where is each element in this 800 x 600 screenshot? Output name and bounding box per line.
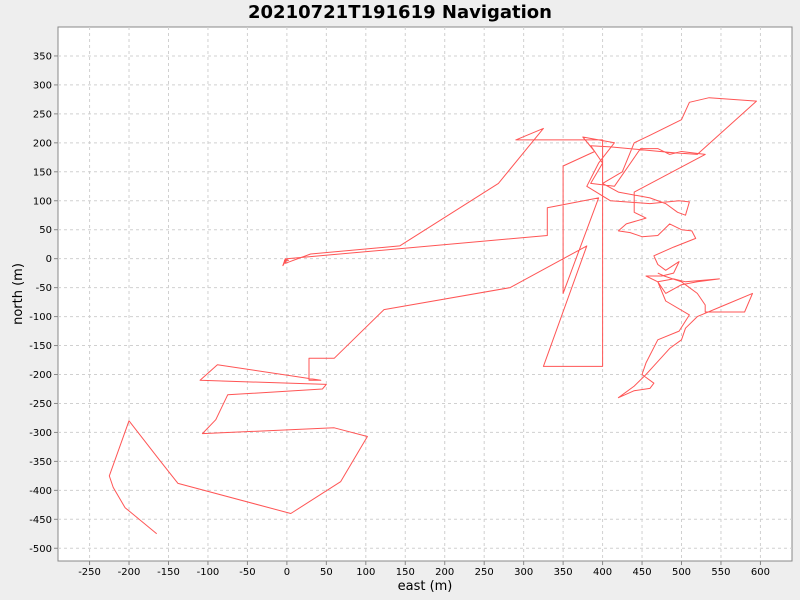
x-tick-label: 300 xyxy=(514,567,533,578)
y-tick-label: -350 xyxy=(29,457,52,468)
y-tick-label: -400 xyxy=(29,486,52,497)
series-layer xyxy=(108,97,757,535)
y-tick-label: 100 xyxy=(33,196,52,207)
y-tick-label: -500 xyxy=(29,544,52,555)
x-tick-label: 550 xyxy=(711,567,730,578)
y-tick-label: 350 xyxy=(33,51,52,62)
x-tick-label: 250 xyxy=(475,567,494,578)
grid xyxy=(58,27,792,561)
y-tick-label: 300 xyxy=(33,80,52,91)
y-tick-label: -250 xyxy=(29,399,52,410)
x-tick-label: 0 xyxy=(284,567,290,578)
x-tick-label: 400 xyxy=(593,567,612,578)
x-tick-label: 450 xyxy=(632,567,651,578)
y-axis-ticks: 350 300 250 200 150 100 50 0 -50 -100 -150 -200 -250… xyxy=(29,51,58,555)
x-tick-label: 350 xyxy=(554,567,573,578)
x-tick-label: -50 xyxy=(239,567,255,578)
y-tick-label: -300 xyxy=(29,428,52,439)
x-axis-ticks: -250 -200 -150 -100 -50 0 50 100 150 200 250 300 350… xyxy=(78,561,770,578)
x-tick-label: 600 xyxy=(751,567,770,578)
y-tick-label: -150 xyxy=(29,341,52,352)
x-tick-label: -250 xyxy=(78,567,101,578)
x-tick-label: -150 xyxy=(157,567,180,578)
x-tick-label: -200 xyxy=(118,567,141,578)
y-tick-label: 200 xyxy=(33,138,52,149)
chart-title: 20210721T191619 Navigation xyxy=(248,2,552,23)
y-tick-label: -200 xyxy=(29,370,52,381)
x-tick-label: 500 xyxy=(672,567,691,578)
y-tick-label: -100 xyxy=(29,312,52,323)
y-tick-label: -50 xyxy=(36,283,52,294)
y-tick-label: 0 xyxy=(46,254,52,265)
x-tick-label: -100 xyxy=(197,567,220,578)
x-tick-label: 150 xyxy=(396,567,415,578)
y-tick-label: 50 xyxy=(39,225,52,236)
y-tick-label: 150 xyxy=(33,167,52,178)
y-axis-label: north (m) xyxy=(11,263,26,325)
x-axis-label: east (m) xyxy=(398,579,453,594)
plot-area xyxy=(57,26,793,562)
navigation-track-line xyxy=(108,97,757,535)
x-tick-label: 50 xyxy=(320,567,333,578)
y-tick-label: 250 xyxy=(33,109,52,120)
x-tick-label: 100 xyxy=(356,567,375,578)
x-tick-label: 200 xyxy=(435,567,454,578)
y-tick-label: -450 xyxy=(29,515,52,526)
